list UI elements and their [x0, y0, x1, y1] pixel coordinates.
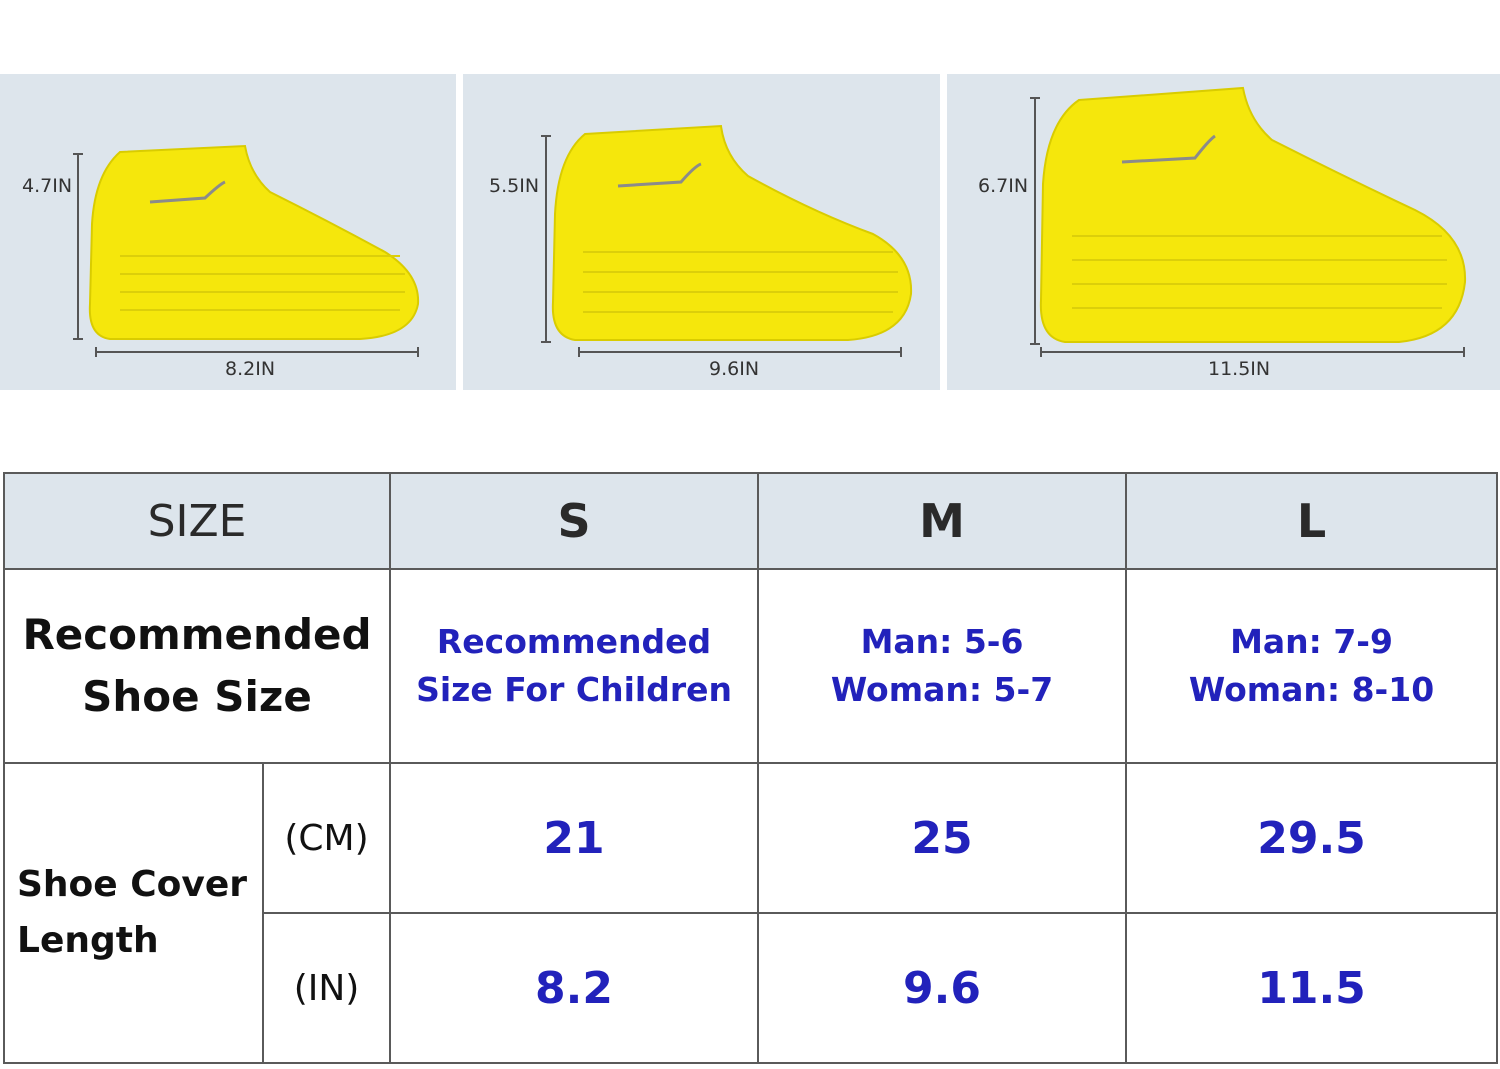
header-row: SIZE S M L	[2, 472, 1499, 570]
in-unit-cell: (IN)	[261, 912, 392, 1064]
height-label: 5.5IN	[489, 175, 540, 197]
length-in-m-cell: 9.6	[757, 912, 1128, 1064]
length-in-l-cell: 11.5	[1125, 912, 1499, 1064]
recommended-label-line2: Shoe Size	[82, 672, 312, 721]
shoe-cover-medium-illustration	[541, 124, 913, 357]
length-cm-l-cell: 29.5	[1125, 762, 1499, 914]
length-in-s-cell: 8.2	[389, 912, 760, 1064]
recommended-s-cell: Recommended Size For Children	[389, 568, 760, 764]
size-m-header-cell: M	[757, 472, 1128, 570]
length-in-s-value: 8.2	[535, 962, 613, 1014]
length-cm-s-cell: 21	[389, 762, 760, 914]
recommended-s-line2: Size For Children	[416, 670, 732, 709]
length-cm-m-value: 25	[911, 812, 973, 864]
recommended-label-cell: Recommended Shoe Size	[2, 568, 392, 764]
size-l-label: L	[1296, 494, 1327, 548]
size-s-header-cell: S	[389, 472, 760, 570]
product-image-small: 4.7IN 8.2IN	[0, 74, 456, 390]
size-header-label: SIZE	[147, 495, 247, 547]
recommended-s-line1: Recommended	[436, 622, 712, 661]
recommended-m-cell: Man: 5-6 Woman: 5-7	[757, 568, 1128, 764]
product-image-medium: 5.5IN 9.6IN	[463, 74, 940, 390]
recommended-row: Recommended Shoe Size Recommended Size F…	[2, 568, 1499, 764]
height-label: 6.7IN	[978, 175, 1029, 197]
product-image-large: 6.7IN 11.5IN	[947, 74, 1500, 390]
size-s-label: S	[557, 494, 591, 548]
length-cm-row: Shoe Cover Length (CM) 21 25 29.5	[3, 762, 1499, 1064]
length-cm-m-cell: 25	[757, 762, 1128, 914]
length-in-m-value: 9.6	[903, 962, 981, 1014]
length-cm-s-value: 21	[543, 812, 605, 864]
recommended-l-line1: Man: 7-9	[1230, 622, 1393, 661]
size-chart-table: SIZE S M L Recommended Shoe Size Recomme…	[2, 472, 1499, 1064]
recommended-m-line1: Man: 5-6	[860, 622, 1024, 661]
size-l-header-cell: L	[1125, 472, 1499, 570]
length-in-row: (IN) 8.2 9.6 11.5	[4, 912, 1499, 1064]
recommended-label-line1: Recommended	[22, 610, 372, 659]
length-label: 9.6IN	[709, 358, 760, 380]
shoe-cover-small-illustration	[73, 144, 420, 357]
recommended-m-line2: Woman: 5-7	[830, 670, 1054, 709]
length-cm-l-value: 29.5	[1257, 812, 1366, 864]
shoe-cover-large-illustration	[1030, 86, 1467, 357]
length-label: 11.5IN	[1208, 358, 1271, 380]
length-label-cell: Shoe Cover Length	[3, 762, 264, 1064]
size-m-label: M	[919, 494, 965, 548]
length-label-line2: Length	[17, 920, 159, 961]
cm-unit-cell: (CM)	[261, 762, 392, 914]
recommended-l-cell: Man: 7-9 Woman: 8-10	[1125, 568, 1499, 764]
height-label: 4.7IN	[22, 175, 73, 197]
recommended-l-line2: Woman: 8-10	[1188, 670, 1435, 709]
size-header-cell: SIZE	[2, 472, 392, 570]
in-unit-label: (IN)	[293, 967, 360, 1009]
length-label: 8.2IN	[225, 358, 276, 380]
length-label-line1: Shoe Cover	[17, 864, 248, 905]
length-in-l-value: 11.5	[1257, 962, 1366, 1014]
cm-unit-label: (CM)	[284, 817, 369, 859]
